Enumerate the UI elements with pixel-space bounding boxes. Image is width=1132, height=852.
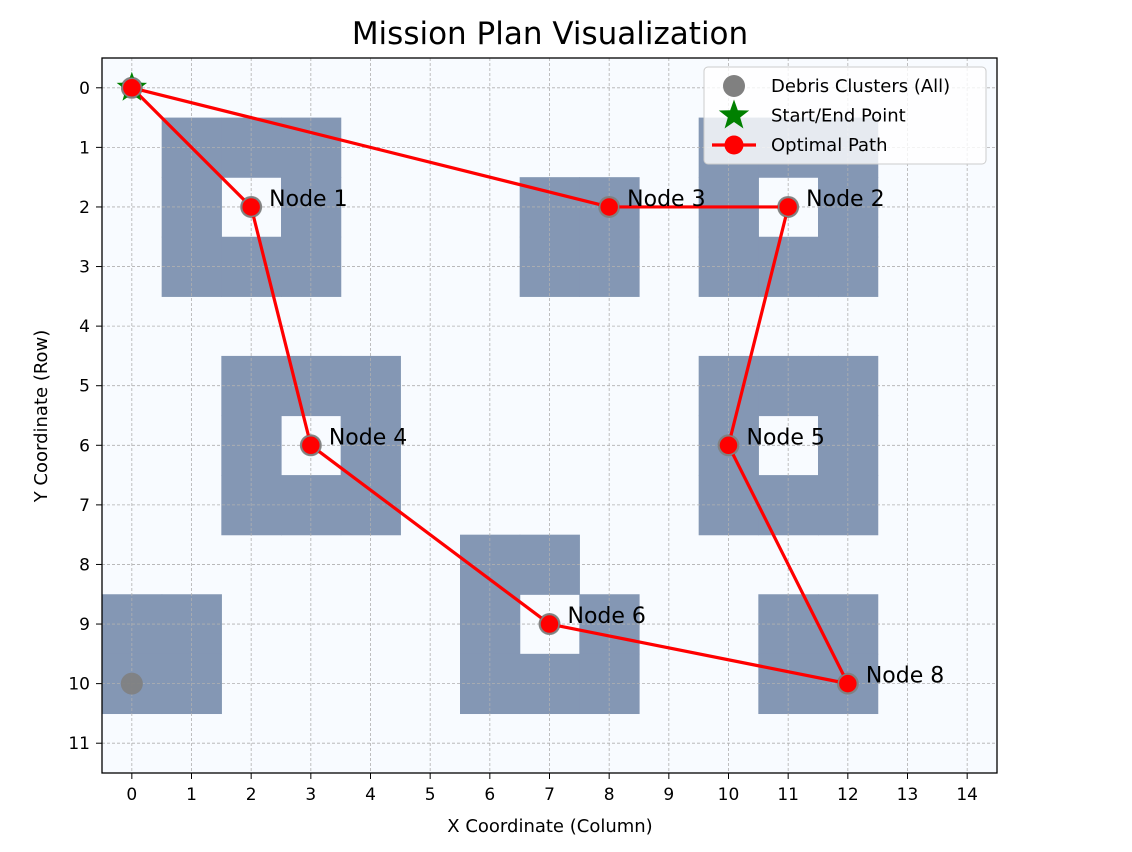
x-tick-label: 0 xyxy=(126,785,137,805)
legend-marker-point xyxy=(724,135,744,155)
node-label: Node 3 xyxy=(627,187,705,212)
path-point xyxy=(300,435,322,456)
y-tick-label: 4 xyxy=(79,317,90,337)
y-tick-label: 0 xyxy=(79,79,90,99)
obstacle-cell xyxy=(161,177,222,238)
y-tick-label: 1 xyxy=(79,138,90,158)
path-point xyxy=(837,673,859,694)
legend: Debris Clusters (All) Start/End Point Opti… xyxy=(703,66,987,165)
obstacle-cell xyxy=(161,236,222,297)
path-point xyxy=(777,196,799,218)
y-tick-label: 5 xyxy=(79,377,90,397)
y-tick-label: 2 xyxy=(79,198,90,218)
obstacle-cell xyxy=(281,236,342,297)
node-label-layer: Node 1 Node 3 Node 2 Node 4 Node 5 Node 6 Node… xyxy=(269,187,944,689)
path-point xyxy=(718,435,739,456)
y-tick-label: 3 xyxy=(79,258,90,278)
x-tick-label: 6 xyxy=(484,785,495,805)
y-tick-label: 7 xyxy=(79,496,90,516)
grid-layer xyxy=(102,58,997,773)
y-tick-label: 11 xyxy=(68,734,90,754)
start-path-point xyxy=(121,77,143,99)
x-tick-label: 3 xyxy=(305,785,316,805)
x-tick-label: 10 xyxy=(718,785,740,805)
x-tick-label: 2 xyxy=(246,785,257,805)
legend-label: Start/End Point xyxy=(771,106,906,127)
node-label: Node 6 xyxy=(568,604,646,629)
legend-marker-star xyxy=(718,99,750,129)
node-label: Node 4 xyxy=(329,425,407,450)
x-tick-label: 9 xyxy=(663,785,674,805)
x-tick-label: 8 xyxy=(604,785,615,805)
x-tick-label: 12 xyxy=(837,785,859,805)
x-tick-label: 7 xyxy=(544,785,555,805)
path-point xyxy=(240,196,262,218)
chart-title: Mission Plan Visualization xyxy=(352,16,748,52)
debris-point xyxy=(120,672,143,695)
legend-label: Optimal Path xyxy=(771,135,887,156)
y-tick-label: 6 xyxy=(79,436,90,456)
node-label: Node 1 xyxy=(269,187,347,212)
obstacle-cell xyxy=(281,177,342,238)
x-tick-label: 1 xyxy=(186,785,197,805)
x-axis-label: X Coordinate (Column) xyxy=(447,816,652,837)
start-layer xyxy=(116,71,148,101)
legend-marker-debris xyxy=(723,75,745,97)
x-tick-label: 13 xyxy=(897,785,919,805)
x-tick-label: 5 xyxy=(425,785,436,805)
node-label: Node 8 xyxy=(866,664,944,689)
y-tick-label: 10 xyxy=(68,675,90,695)
node-label: Node 2 xyxy=(806,187,884,212)
legend-label: Debris Clusters (All) xyxy=(771,76,950,97)
y-tick-label: 9 xyxy=(79,615,90,635)
node-label: Node 5 xyxy=(747,425,825,450)
path-point xyxy=(539,613,560,635)
obstacle-cell xyxy=(221,117,282,178)
legend-box xyxy=(703,66,987,165)
y-axis-label: Y Coordinate (Row) xyxy=(31,330,52,504)
x-tick-label: 4 xyxy=(365,785,376,805)
path-point xyxy=(598,196,620,218)
y-tick-label: 8 xyxy=(79,555,90,575)
x-tick-label: 11 xyxy=(777,785,799,805)
x-tick-label: 14 xyxy=(956,785,978,805)
